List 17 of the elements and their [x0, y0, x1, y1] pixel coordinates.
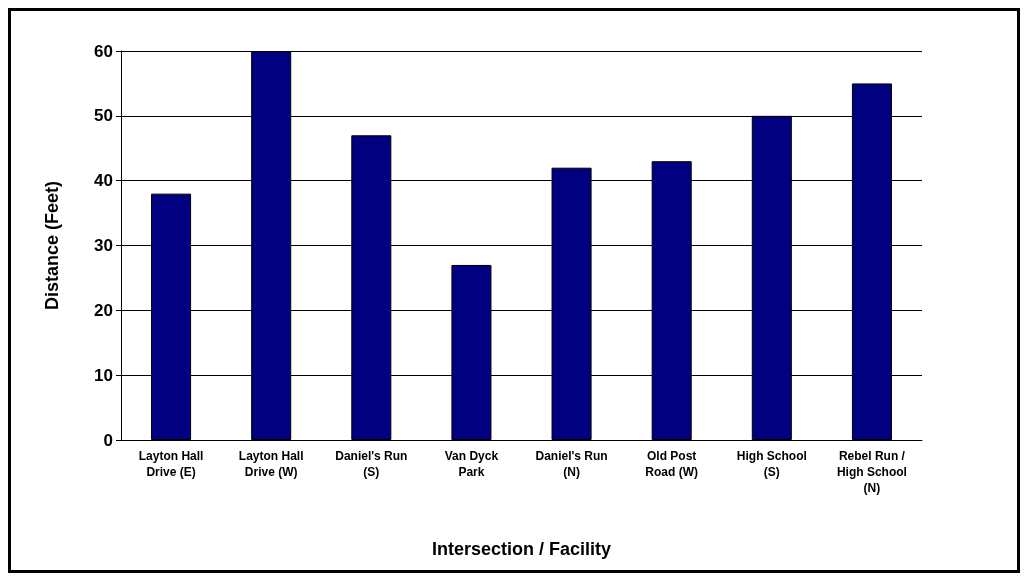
y-tick-label: 10	[94, 365, 113, 385]
x-tick-label: Rebel Run / High School (N)	[836, 449, 907, 495]
x-tick-label: Layton Hall Drive (E)	[138, 449, 204, 479]
x-axis-title: Intersection / Facility	[431, 539, 612, 559]
x-tick-label: Daniel's Run (N)	[535, 449, 608, 479]
x-tick-label: Daniel's Run (S)	[335, 449, 408, 479]
y-tick-label: 0	[103, 430, 113, 450]
y-tick-label: 60	[94, 41, 113, 61]
x-tick-label: High School (S)	[736, 449, 807, 479]
x-tick-label: Old Post Road (W)	[645, 449, 699, 479]
x-tick-label: Van Dyck Park	[444, 449, 499, 479]
y-tick-label: 50	[94, 106, 113, 126]
y-tick-label: 40	[94, 171, 113, 191]
y-tick-label: 20	[94, 300, 113, 320]
x-tick-label: Layton Hall Drive (W)	[238, 449, 304, 479]
y-tick-label: 30	[94, 236, 113, 255]
y-axis-title: Distance (Feet)	[42, 180, 62, 311]
